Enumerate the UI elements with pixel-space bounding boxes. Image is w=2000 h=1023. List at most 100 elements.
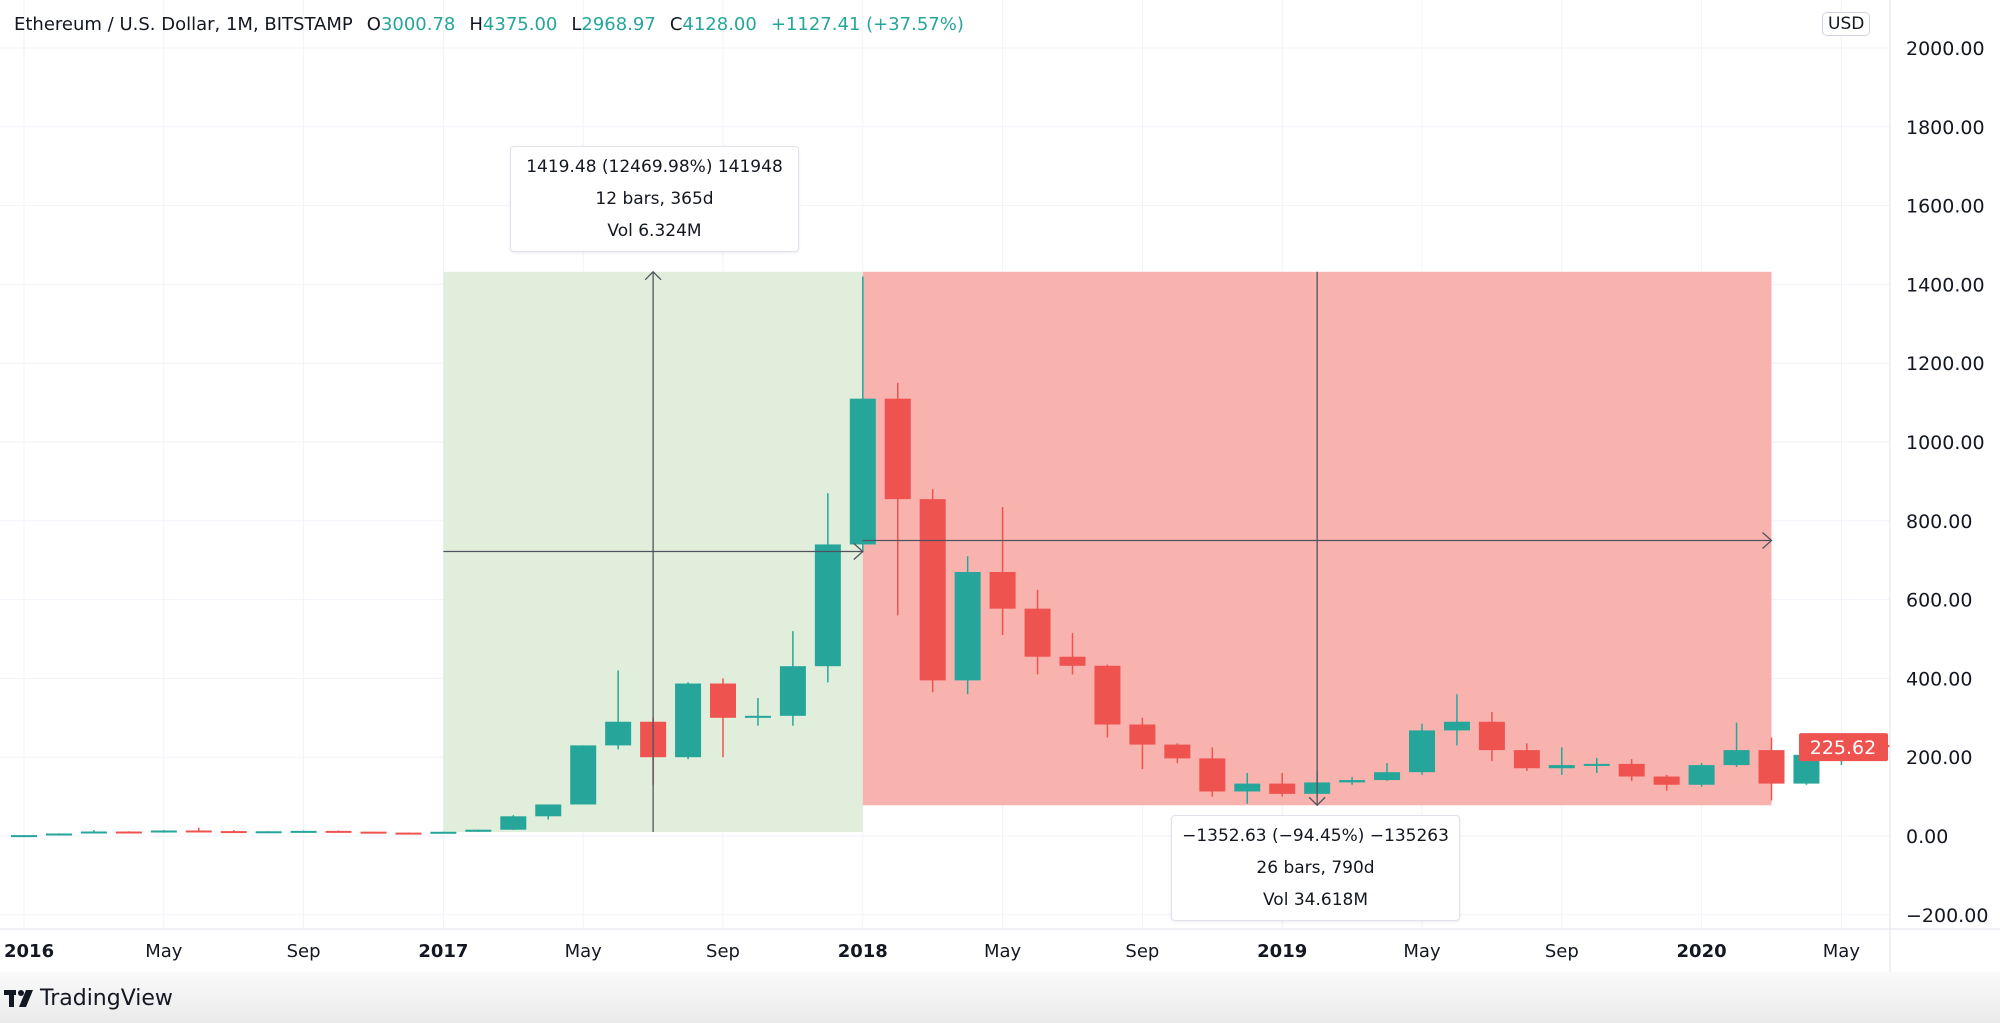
last-price-badge [1799, 733, 1888, 762]
price-tick-label: 1200.00 [1906, 353, 1985, 375]
symbol-legend: Ethereum / U.S. Dollar, 1M, BITSTAMP O 30… [14, 14, 964, 35]
candle-down [115, 831, 142, 834]
price-tick-label: 1600.00 [1906, 196, 1985, 218]
close-value: 4128.00 [682, 14, 757, 35]
measure-down-bars: 26 bars, 790d [1256, 858, 1375, 878]
measure-down-arrow-right-icon [1762, 532, 1773, 549]
time-tick-label: May [1823, 941, 1861, 962]
time-tick-label: 2016 [4, 941, 54, 962]
measure-arrows [443, 270, 1773, 833]
candle-up [1723, 750, 1750, 766]
measure-down-arrow-down-icon [1308, 796, 1326, 807]
price-tick-label: 1800.00 [1906, 117, 1985, 139]
candle-up [1548, 765, 1575, 769]
measure-up-change: 1419.48 (12469.98%) 141948 [526, 157, 783, 177]
candle-down [1024, 608, 1051, 657]
price-chart[interactable]: 2000.00 1800.00 1600.00 1400.00 1200.00 1000.… [0, 0, 2000, 972]
time-tick-label: 2019 [1257, 941, 1307, 962]
price-tick-label: 600.00 [1906, 590, 1972, 612]
candle-down [1513, 750, 1540, 769]
measure-down-volume: Vol 34.618M [1263, 890, 1368, 910]
candle-up [45, 833, 72, 836]
candle-up [1443, 721, 1470, 731]
measure-up-label: 1419.48 (12469.98%) 141948 12 bars, 365d… [510, 146, 799, 252]
candle-down [1478, 721, 1505, 751]
price-tick-label: −200.00 [1906, 905, 1988, 927]
candle-down [1129, 724, 1156, 745]
candle-down [325, 830, 352, 833]
candle-down [989, 572, 1016, 609]
candle-down [220, 831, 247, 834]
candle-up [744, 715, 771, 718]
high-label: H [469, 14, 483, 35]
candle-down [884, 398, 911, 500]
candle-down [395, 832, 422, 835]
candle-up [954, 572, 981, 681]
footer: TradingView [0, 972, 2000, 1023]
candle-up [290, 830, 317, 833]
candle-down [1199, 758, 1226, 792]
time-axis[interactable]: 2016 May Sep 2017 May Sep 2018 May Sep 2019 May Sep… [4, 941, 1860, 962]
candle-up [1234, 783, 1261, 792]
candle-down [360, 831, 387, 834]
candle-up [150, 830, 177, 833]
price-tick-label: 200.00 [1906, 747, 1972, 769]
candle-up [1374, 772, 1401, 781]
candle-down [919, 499, 946, 681]
currency-button[interactable]: USD [1822, 12, 1871, 36]
price-tick-label: 0.00 [1906, 826, 1948, 848]
candle-up [535, 804, 562, 817]
candle-up [500, 816, 527, 830]
time-tick-label: May [984, 941, 1022, 962]
change-value: +1127.41 (+37.57%) [770, 14, 964, 35]
candle-down [710, 683, 736, 718]
candle-up [11, 835, 37, 838]
open-label: O [366, 14, 381, 35]
price-tick-label: 400.00 [1906, 668, 1972, 690]
candle-up [1409, 730, 1435, 773]
candle-up [255, 831, 282, 834]
time-tick-label: May [565, 941, 603, 962]
tradingview-logo[interactable]: TradingView [4, 986, 173, 1011]
last-price-value: 225.62 [1810, 737, 1876, 759]
measure-up-arrow-right-icon [853, 543, 864, 561]
time-tick-label: 2018 [838, 941, 888, 962]
open-value: 3000.78 [380, 14, 456, 35]
candle-down [1758, 750, 1785, 784]
tradingview-icon [4, 989, 33, 1007]
measure-down-label: −1352.63 (−94.45%) −135263 26 bars, 790d… [1171, 815, 1460, 921]
last-price-tag: 225.62 [1799, 733, 1888, 762]
symbol-title: Ethereum / U.S. Dollar, 1M, BITSTAMP [14, 14, 353, 35]
price-tick-label: 1000.00 [1906, 432, 1985, 454]
time-tick-label: May [1403, 941, 1441, 962]
price-axis[interactable]: 2000.00 1800.00 1600.00 1400.00 1200.00 1000.… [1906, 38, 1988, 927]
time-tick-label: 2020 [1677, 941, 1727, 962]
candle-down [1269, 783, 1296, 794]
close-label: C [669, 14, 683, 35]
time-tick-label: Sep [1545, 941, 1579, 962]
candle-up [605, 721, 632, 746]
price-tick-label: 1400.00 [1906, 274, 1985, 296]
candle-up [1339, 780, 1366, 783]
time-tick-label: Sep [706, 941, 740, 962]
candle-down [1059, 656, 1086, 666]
candle-up [430, 831, 457, 834]
high-value: 4375.00 [482, 14, 558, 35]
candle-down [1164, 744, 1191, 759]
time-tick-label: 2017 [418, 941, 468, 962]
candle-down [1618, 763, 1645, 777]
time-tick-label: Sep [287, 941, 321, 962]
candle-up [80, 831, 107, 834]
price-tick-label: 800.00 [1906, 511, 1972, 533]
candle-down [1094, 665, 1121, 725]
candle-up [570, 745, 597, 805]
candle-up [849, 398, 876, 545]
candle-up [675, 683, 702, 758]
measure-up-volume: Vol 6.324M [607, 221, 702, 241]
time-tick-label: Sep [1125, 941, 1159, 962]
time-tick-label: May [145, 941, 183, 962]
candle-up [1583, 763, 1610, 766]
low-value: 2968.97 [581, 14, 656, 35]
low-label: L [571, 14, 582, 35]
measure-down-change: −1352.63 (−94.45%) −135263 [1182, 826, 1449, 846]
